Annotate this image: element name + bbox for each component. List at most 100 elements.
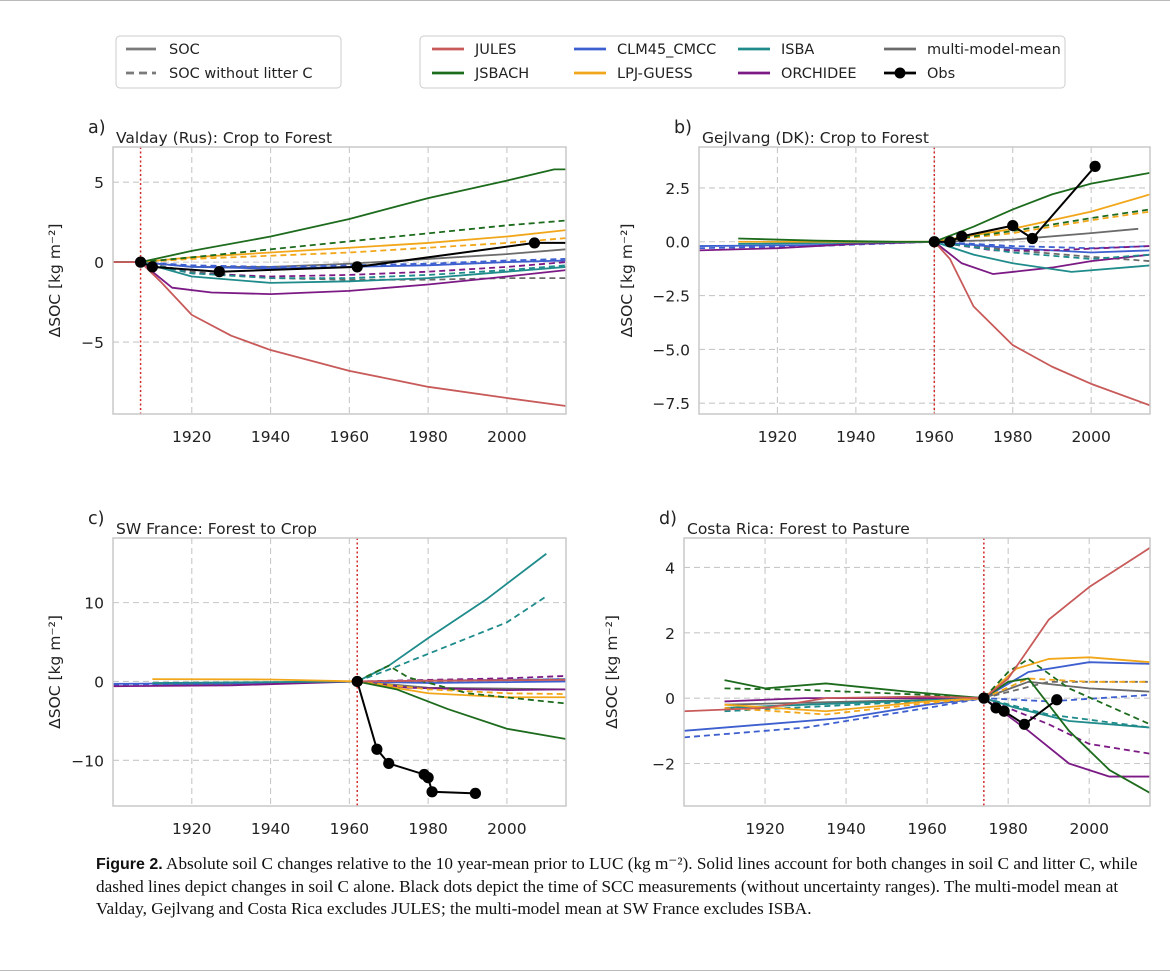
x-tick-label: 1960 [330,820,369,838]
panel-title: SW France: Forest to Crop [116,520,317,538]
series-jsbach-soil-only [140,219,566,264]
x-tick-label: 1920 [758,428,797,446]
panel-label: d) [659,509,677,529]
series-lpj-guess-soc [724,656,1150,713]
legend-label-lpj-guess: LPJ-GUESS [617,66,693,82]
legend-label-jsbach: JSBACH [474,66,529,82]
chart-panel-d: 1920 1940 1960 1980 2000 −2 0 2 4 ΔSOC [kg m⁻²] d)… [603,509,1151,838]
x-tick-label: 1980 [988,820,1027,838]
series-multi-model-mean-soil-only [140,261,566,281]
series-clm45-cmcc-soil-only [140,258,566,268]
series-multi-model-mean-soil-only [983,680,1150,700]
y-tick-label: 5 [94,174,104,192]
obs-point [134,256,147,268]
series-lpj-guess-soil-only [357,680,566,695]
x-tick-label: 1940 [826,820,865,838]
x-tick-label: 2000 [487,820,526,838]
y-tick-label: −2 [652,756,675,774]
obs-point [213,266,225,278]
series-jules-soc [933,241,1150,407]
series-orchidee-soc [699,240,1150,275]
legend-label-obs: Obs [927,66,955,82]
x-tick-label: 1940 [836,428,875,446]
obs-point [1051,694,1063,706]
panel-label: c) [88,509,104,529]
obs-point [426,786,438,798]
y-axis-label: ΔSOC [kg m⁻²] [46,615,64,729]
legend-linestyle: SOC SOC without litter C [115,35,342,89]
y-tick-label: 2 [665,625,675,643]
y-tick-label: 4 [665,559,675,577]
obs-point [351,261,363,273]
obs-point [371,743,383,755]
series-clm45-cmcc-soc [699,240,1150,254]
series-jsbach-soc [113,168,566,264]
x-tick-label: 2000 [1071,428,1110,446]
obs-point [528,237,541,249]
legend-label-multi-model-mean: multi-model-mean [927,42,1061,58]
series-isba-soil-only [356,595,547,683]
x-tick-label: 1940 [251,428,290,446]
series-isba-soc [152,553,547,684]
legend-linestyle-label: SOC [169,42,200,58]
series-jsbach-soil-only [356,664,566,705]
obs-point [928,236,940,248]
legend-label-jules: JULES [474,42,516,58]
x-tick-label: 1960 [330,428,369,446]
chart-panels: 1920 1940 1960 1980 2000 −5 0 5 ΔSOC [kg m⁻²] a) V… [46,118,1151,838]
panel-title: Valday (Rus): Crop to Forest [116,129,332,147]
series-jsbach-soc [738,171,1150,243]
series-lpj-guess-soc [152,678,566,699]
legend-linestyle-label: SOC without litter C [169,66,313,82]
series-clm45-cmcc-soil-only [699,240,1150,250]
chart-panel-a: 1920 1940 1960 1980 2000 −5 0 5 ΔSOC [kg m⁻²] a) V… [46,118,567,446]
chart-panel-c: 1920 1940 1960 1980 2000 −10 0 10 ΔSOC [kg m⁻²] c… [46,509,567,838]
legend-label-clm45_cmcc: CLM45_CMCC [617,42,716,58]
obs-point [1018,718,1030,730]
obs-point [956,230,968,242]
obs-point [1026,232,1038,245]
legend-models: JULES JSBACH CLM45_CMCC LPJ-GUESS ISBA ORCHID… [419,35,1066,89]
obs-point [978,692,990,704]
series-isba-soil-only [724,697,1150,729]
chart-panel-b: 1920 1940 1960 1980 2000 −7.5 −5.0 −2.5 0.0 2.5 ΔS… [618,118,1151,446]
legend-label-isba: ISBA [781,42,814,58]
x-tick-label: 1980 [408,820,447,838]
series-jules-soc [357,678,566,683]
series-lpj-guess-soc [140,229,566,264]
plot-area [699,147,1150,414]
caption-label: Figure 2. [96,856,163,873]
obs-point [1089,160,1101,172]
series-isba-soil-only [140,261,566,280]
series-orchidee-soc [724,697,1150,778]
axes-frame [683,537,1151,807]
axes-frame [112,146,567,415]
x-tick-label: 1960 [915,428,954,446]
x-tick-label: 1980 [993,428,1032,446]
y-tick-label: 0 [665,690,675,708]
series-isba-soc [140,261,566,284]
panel-label: a) [88,118,106,138]
series-jsbach-soil-only [724,658,1150,726]
caption-text: Absolute soil C changes relative to the … [96,854,1138,918]
plot-area [684,538,1150,806]
plot-area [113,147,566,414]
legend-obs-marker [894,67,906,79]
y-tick-label: 0 [94,254,104,272]
y-tick-label: −7.5 [652,395,690,413]
x-tick-label: 1920 [172,428,211,446]
series-jsbach-soc [357,680,566,740]
x-tick-label: 1940 [251,820,290,838]
obs-point [998,705,1010,717]
y-axis-label: ΔSOC [kg m⁻²] [46,224,64,338]
obs-point [146,261,158,273]
legend-linestyle-frame [115,35,342,89]
obs-point [422,772,434,784]
obs-point [469,787,481,799]
x-tick-label: 1920 [745,820,784,838]
series-isba-soc [724,697,1150,729]
figure-caption: Figure 2. Absolute soil C changes relati… [96,853,1146,920]
y-axis-label: ΔSOC [kg m⁻²] [618,224,636,338]
